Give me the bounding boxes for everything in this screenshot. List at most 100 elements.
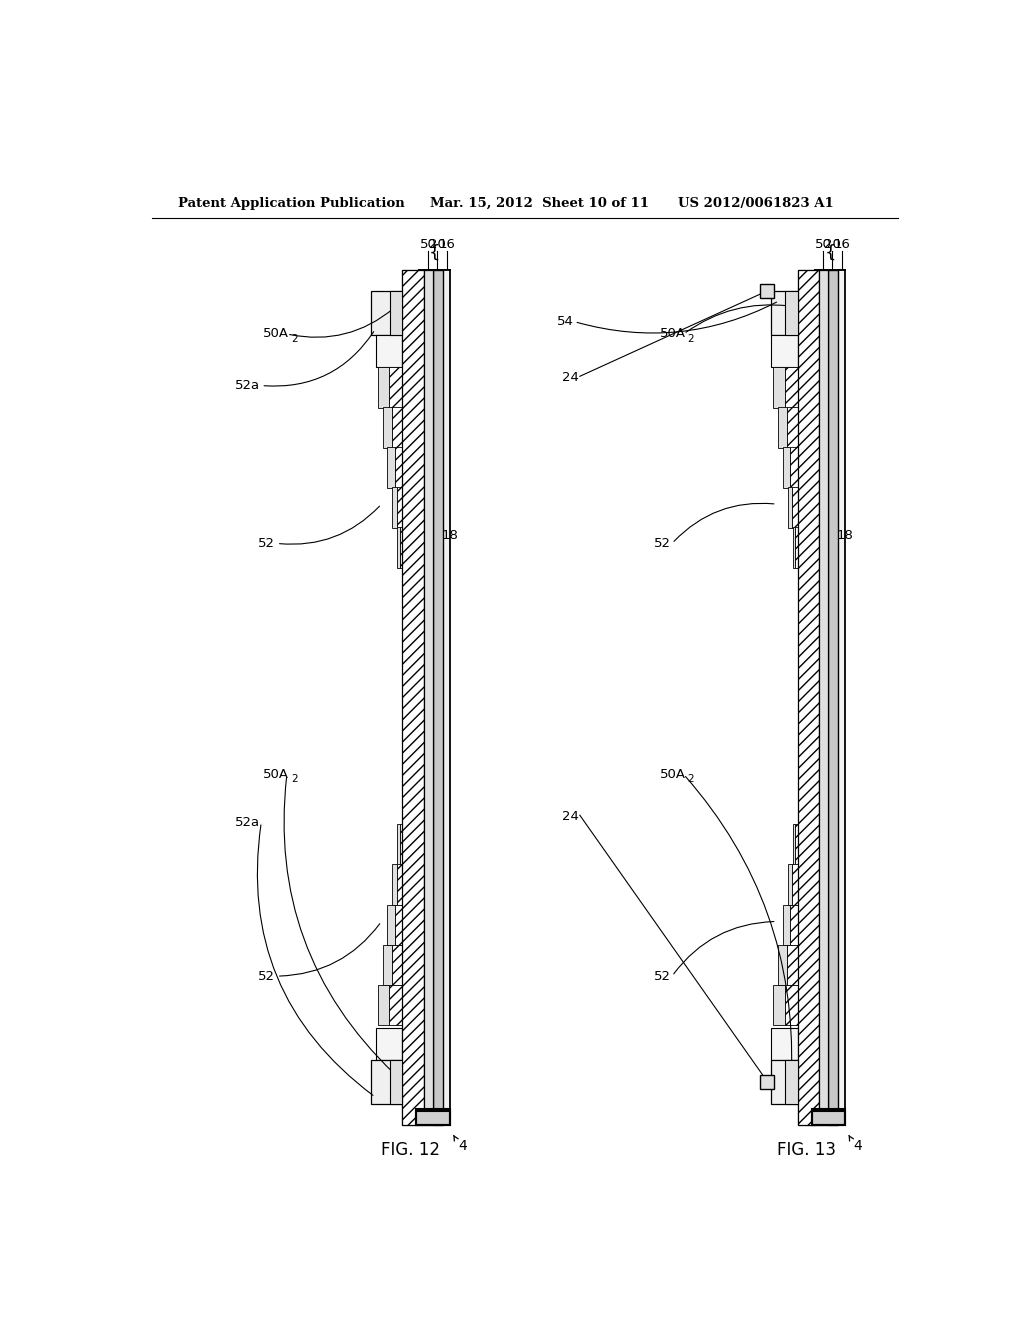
Bar xyxy=(771,1028,798,1060)
Text: US 2012/0061823 A1: US 2012/0061823 A1 xyxy=(678,197,834,210)
Text: 52: 52 xyxy=(258,537,275,550)
Bar xyxy=(838,271,845,1125)
Bar xyxy=(790,904,798,945)
Text: 24: 24 xyxy=(562,810,579,824)
Bar xyxy=(390,1060,402,1104)
Text: 20: 20 xyxy=(824,238,841,251)
Bar xyxy=(784,985,798,1026)
Bar xyxy=(417,1111,450,1125)
Bar xyxy=(787,407,798,447)
Bar xyxy=(793,865,798,906)
Bar xyxy=(761,284,774,298)
Bar xyxy=(785,1060,798,1104)
Bar xyxy=(397,865,402,906)
Bar xyxy=(378,985,389,1026)
Bar xyxy=(392,487,397,528)
Bar xyxy=(795,825,798,866)
Bar xyxy=(771,290,798,335)
Bar xyxy=(402,1104,420,1125)
Text: 52a: 52a xyxy=(234,816,260,829)
Bar xyxy=(387,447,394,488)
Bar xyxy=(397,487,402,528)
Text: 54: 54 xyxy=(557,315,573,329)
Bar xyxy=(778,945,787,985)
Bar xyxy=(383,945,392,985)
Bar xyxy=(782,904,790,945)
Bar xyxy=(402,271,420,290)
Bar xyxy=(785,290,798,335)
Bar xyxy=(773,985,784,1026)
Bar xyxy=(787,945,798,985)
Text: 2: 2 xyxy=(687,774,694,784)
Bar xyxy=(432,271,442,1125)
Text: 16: 16 xyxy=(834,238,850,251)
Bar xyxy=(394,904,402,945)
Bar xyxy=(812,1109,845,1125)
Bar xyxy=(383,407,392,447)
Bar xyxy=(376,1028,402,1060)
Bar xyxy=(782,447,790,488)
Bar xyxy=(812,1111,845,1125)
Bar xyxy=(798,271,815,290)
Bar xyxy=(778,407,787,447)
Text: Patent Application Publication: Patent Application Publication xyxy=(178,197,406,210)
Bar xyxy=(771,335,798,367)
Bar xyxy=(819,271,827,1125)
Bar xyxy=(389,367,402,408)
Bar xyxy=(417,1109,450,1125)
Text: 24: 24 xyxy=(562,371,579,384)
Bar xyxy=(392,865,397,906)
Text: 50A: 50A xyxy=(263,768,289,781)
Bar xyxy=(795,527,798,568)
Text: FIG. 12: FIG. 12 xyxy=(381,1142,440,1159)
Bar xyxy=(402,271,424,1125)
Bar xyxy=(390,290,402,335)
Bar xyxy=(394,447,402,488)
Bar xyxy=(372,290,402,335)
Bar xyxy=(761,1074,774,1089)
Bar xyxy=(392,945,402,985)
Text: 50A: 50A xyxy=(660,327,686,341)
Bar xyxy=(773,367,784,408)
Text: 50: 50 xyxy=(420,238,436,251)
Text: 50A: 50A xyxy=(660,768,686,781)
Text: 2: 2 xyxy=(687,334,694,343)
Bar xyxy=(771,1060,798,1104)
Bar xyxy=(798,271,819,1125)
Bar xyxy=(787,865,793,906)
Text: 52a: 52a xyxy=(234,379,260,392)
Bar xyxy=(387,904,394,945)
Text: 50: 50 xyxy=(815,238,831,251)
Bar xyxy=(399,527,402,568)
Text: 4: 4 xyxy=(854,1139,862,1152)
Bar xyxy=(784,367,798,408)
Text: Mar. 15, 2012  Sheet 10 of 11: Mar. 15, 2012 Sheet 10 of 11 xyxy=(430,197,649,210)
Bar xyxy=(424,271,432,1125)
Bar xyxy=(372,1060,402,1104)
Text: 2: 2 xyxy=(291,774,297,784)
Bar xyxy=(793,487,798,528)
Bar xyxy=(399,825,402,866)
Bar xyxy=(397,527,399,568)
Bar xyxy=(793,825,795,866)
Text: 52: 52 xyxy=(653,537,671,550)
Text: 52: 52 xyxy=(653,970,671,982)
Bar xyxy=(376,335,402,367)
Text: 50A: 50A xyxy=(263,327,289,341)
Text: 20: 20 xyxy=(429,238,445,251)
Text: 52: 52 xyxy=(258,970,275,982)
Bar xyxy=(442,271,450,1125)
Text: 2: 2 xyxy=(291,334,297,343)
Bar xyxy=(793,527,795,568)
Text: {: { xyxy=(824,243,836,261)
Bar xyxy=(392,407,402,447)
Bar xyxy=(378,367,389,408)
Bar xyxy=(798,1104,815,1125)
Bar xyxy=(790,447,798,488)
Bar xyxy=(827,271,838,1125)
Bar xyxy=(397,825,399,866)
Text: {: { xyxy=(429,243,440,261)
Text: FIG. 13: FIG. 13 xyxy=(776,1142,836,1159)
Bar xyxy=(787,487,793,528)
Text: 18: 18 xyxy=(441,529,458,543)
